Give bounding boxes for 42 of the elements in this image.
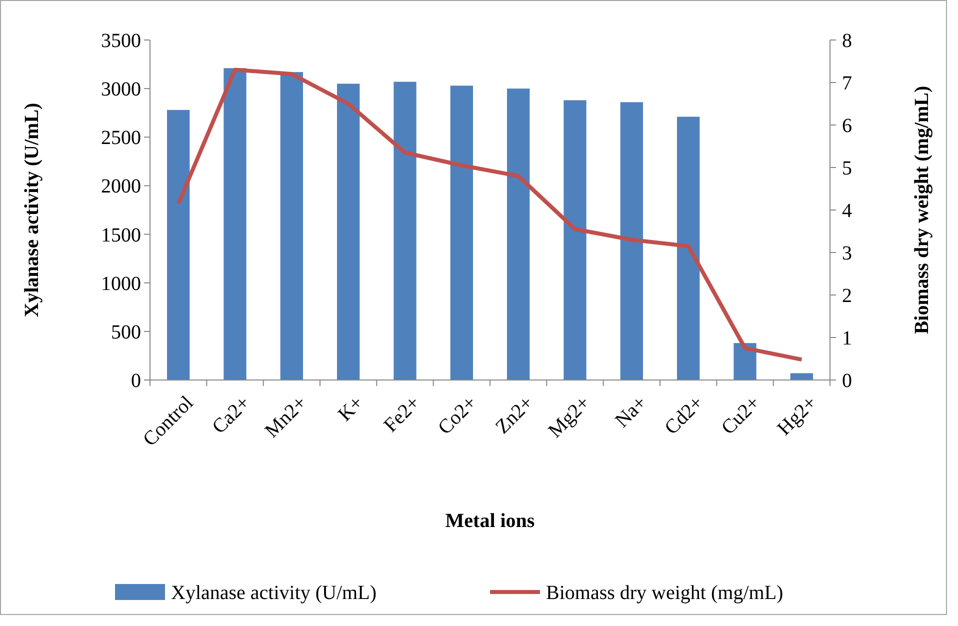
x-tick-label: Co2+ [434,392,482,439]
y2-tick-label: 3 [842,242,852,264]
y-tick-label: 3000 [101,78,141,101]
legend-label: Xylanase activity (U/mL) [171,582,376,604]
y2-tick-label: 6 [842,115,852,137]
y-tick-label: 500 [111,321,141,344]
bar [394,82,416,380]
bar [790,373,813,380]
x-tick-label: Cd2+ [660,392,708,439]
y-tick-label: 1000 [101,272,141,295]
bar [167,110,190,380]
bar [620,102,643,380]
y2-axis-title: Biomass dry weight (mg/mL) [911,86,933,334]
bar [337,84,360,380]
y-axis-title: Xylanase activity (U/mL) [21,102,43,318]
y-tick-label: 2000 [101,176,141,198]
y2-tick-label: 7 [842,72,852,94]
bar [677,116,700,380]
bar [564,100,586,380]
bar [280,72,303,380]
bar [450,86,473,380]
x-tick-label: Na+ [611,392,652,432]
y-tick-label: 3500 [101,30,141,52]
x-tick-label: K+ [334,392,368,426]
y2-tick-label: 1 [842,328,852,350]
y-tick-label: 0 [131,370,141,392]
y-tick-label: 2500 [101,127,141,150]
line-series [176,68,804,362]
bar [734,343,756,380]
x-tick-label: Ca2+ [208,392,254,438]
bar [507,88,530,380]
y2-tick-label: 4 [842,200,852,222]
y2-tick-label: 5 [842,158,852,180]
legend-label: Biomass dry weight (mg/mL) [546,582,784,604]
x-tick-label: Fe2+ [380,392,424,437]
y2-tick-label: 0 [842,370,852,392]
y-tick-label: 1500 [101,224,141,246]
y2-tick-label: 2 [842,285,852,307]
x-tick-label: Cu2+ [717,392,764,439]
y2-tick-label: 8 [842,30,852,52]
bar [224,68,246,380]
x-axis-title: Metal ions [445,510,535,532]
